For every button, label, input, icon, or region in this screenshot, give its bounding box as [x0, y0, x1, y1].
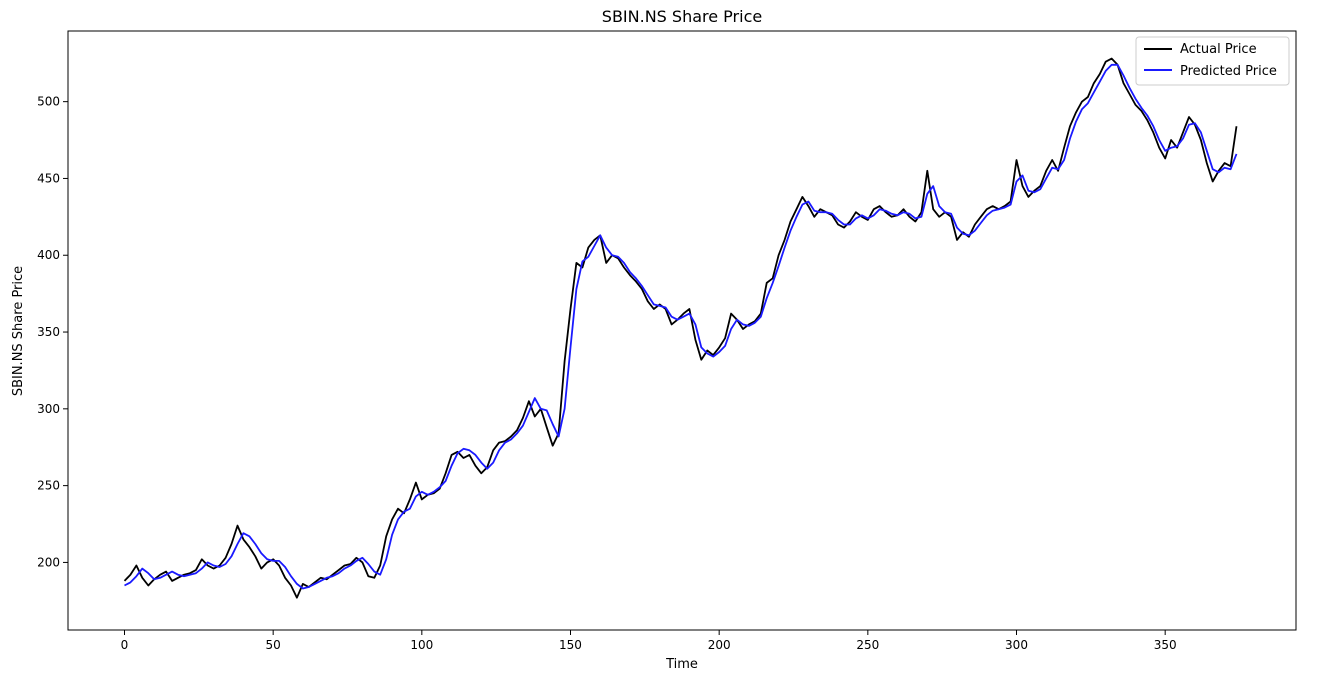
y-tick-label: 300 [37, 402, 60, 416]
x-tick-label: 0 [121, 638, 129, 652]
x-tick-label: 50 [266, 638, 281, 652]
x-tick-label: 100 [410, 638, 433, 652]
x-axis-label: Time [665, 657, 698, 672]
y-tick-label: 200 [37, 555, 60, 569]
y-tick-label: 450 [37, 171, 60, 185]
x-tick-label: 300 [1005, 638, 1028, 652]
x-axis: 0 50 100 150 200 250 300 350 [121, 630, 1177, 652]
x-tick-label: 150 [559, 638, 582, 652]
y-tick-label: 400 [37, 248, 60, 262]
legend-label-predicted-price: Predicted Price [1180, 64, 1277, 79]
x-tick-label: 350 [1154, 638, 1177, 652]
plot-area [67, 30, 1297, 631]
x-tick-label: 200 [708, 638, 731, 652]
y-axis: 200 250 300 350 400 450 500 [37, 95, 68, 569]
series-line-predicted-price [124, 63, 1238, 590]
plot-frame [67, 30, 1297, 631]
y-tick-label: 250 [37, 479, 60, 493]
legend-label-actual-price: Actual Price [1180, 42, 1257, 57]
x-tick-label: 250 [856, 638, 879, 652]
y-tick-label: 350 [37, 325, 60, 339]
y-axis-label: SBIN.NS Share Price [11, 266, 26, 396]
series-group [123, 57, 1238, 599]
legend-box [1135, 36, 1290, 86]
y-tick-label: 500 [37, 95, 60, 109]
chart-title: SBIN.NS Share Price [602, 7, 762, 26]
legend: Actual Price Predicted Price [1135, 36, 1290, 86]
